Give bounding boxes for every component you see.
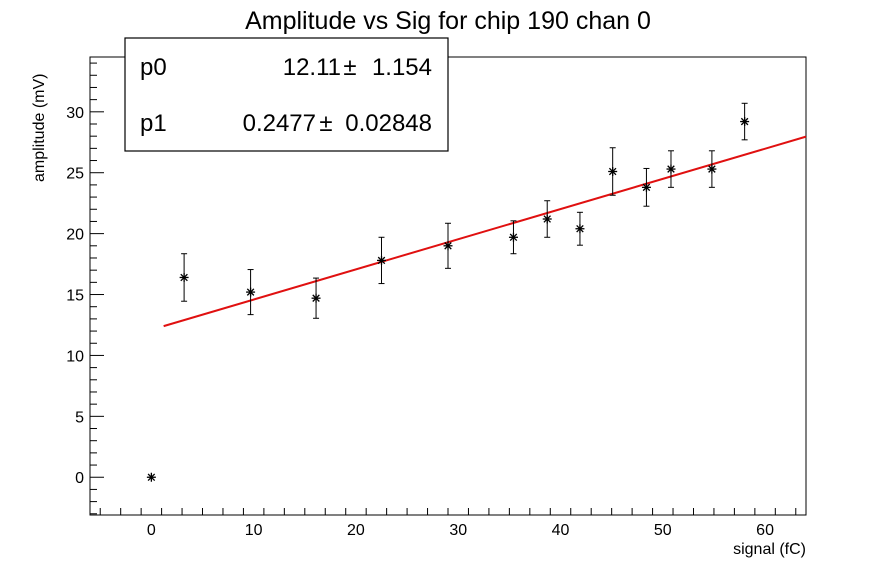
fit-line — [163, 135, 807, 328]
stats-p0-value: 12.11 — [283, 54, 341, 81]
data-point — [707, 150, 717, 188]
data-point — [443, 222, 453, 269]
stats-p1-name: p1 — [140, 110, 167, 137]
star-marker — [509, 233, 518, 242]
y-tick-label: 25 — [66, 166, 84, 183]
data-point — [377, 236, 387, 285]
x-tick-label: 0 — [147, 522, 156, 539]
points-layer — [146, 102, 750, 482]
y-tick-label: 0 — [75, 470, 84, 487]
x-axis-label: signal (fC) — [733, 541, 806, 558]
stats-p0-error: 1.154 — [372, 54, 432, 81]
stats-p0-name: p0 — [140, 54, 167, 81]
star-marker — [576, 224, 584, 233]
chart-title: Amplitude vs Sig for chip 190 chan 0 — [245, 7, 651, 35]
star-marker — [246, 288, 255, 296]
x-tick-label: 30 — [449, 522, 467, 539]
star-marker — [444, 242, 452, 250]
data-point — [575, 211, 585, 246]
data-point — [740, 102, 750, 141]
star-marker — [740, 117, 749, 126]
data-point — [542, 200, 552, 238]
star-marker — [708, 165, 716, 173]
stats-p1-value: 0.2477 — [243, 110, 316, 137]
fit-layer — [163, 135, 807, 328]
stats-box-frame — [124, 37, 449, 152]
y-axis-label: amplitude (mV) — [31, 74, 48, 182]
x-tick-label: 50 — [654, 522, 672, 539]
star-marker — [543, 215, 551, 223]
star-marker — [377, 256, 386, 265]
data-point — [146, 472, 156, 482]
fit-stats-box: p0 12.11 ± 1.154 p1 0.2477 ± 0.02848 — [124, 37, 449, 152]
star-marker — [642, 183, 651, 192]
stats-p0-pm: ± — [343, 54, 356, 81]
star-marker — [667, 165, 675, 173]
x-tick-label: 20 — [347, 522, 365, 539]
data-point — [246, 269, 256, 316]
y-axis-ticks: 0 5 10 15 20 25 30 — [66, 62, 104, 515]
star-marker — [608, 167, 617, 176]
x-tick-label: 60 — [756, 522, 774, 539]
y-tick-label: 5 — [75, 409, 84, 426]
star-marker — [312, 294, 320, 302]
y-tick-label: 20 — [66, 227, 84, 244]
data-point — [608, 147, 618, 196]
data-point — [311, 277, 321, 319]
x-tick-label: 10 — [245, 522, 263, 539]
y-tick-label: 15 — [66, 288, 84, 305]
stats-p1-error: 0.02848 — [345, 110, 432, 137]
star-marker — [180, 273, 188, 282]
data-point — [666, 150, 676, 188]
data-point — [641, 167, 651, 207]
data-point — [179, 253, 189, 302]
x-axis-ticks: 0 10 20 30 40 50 60 — [99, 508, 797, 539]
y-tick-label: 30 — [66, 105, 84, 122]
y-tick-label: 10 — [66, 348, 84, 365]
data-point — [508, 220, 518, 255]
x-tick-label: 40 — [552, 522, 570, 539]
star-marker — [147, 473, 156, 481]
stats-p1-pm: ± — [319, 110, 332, 137]
